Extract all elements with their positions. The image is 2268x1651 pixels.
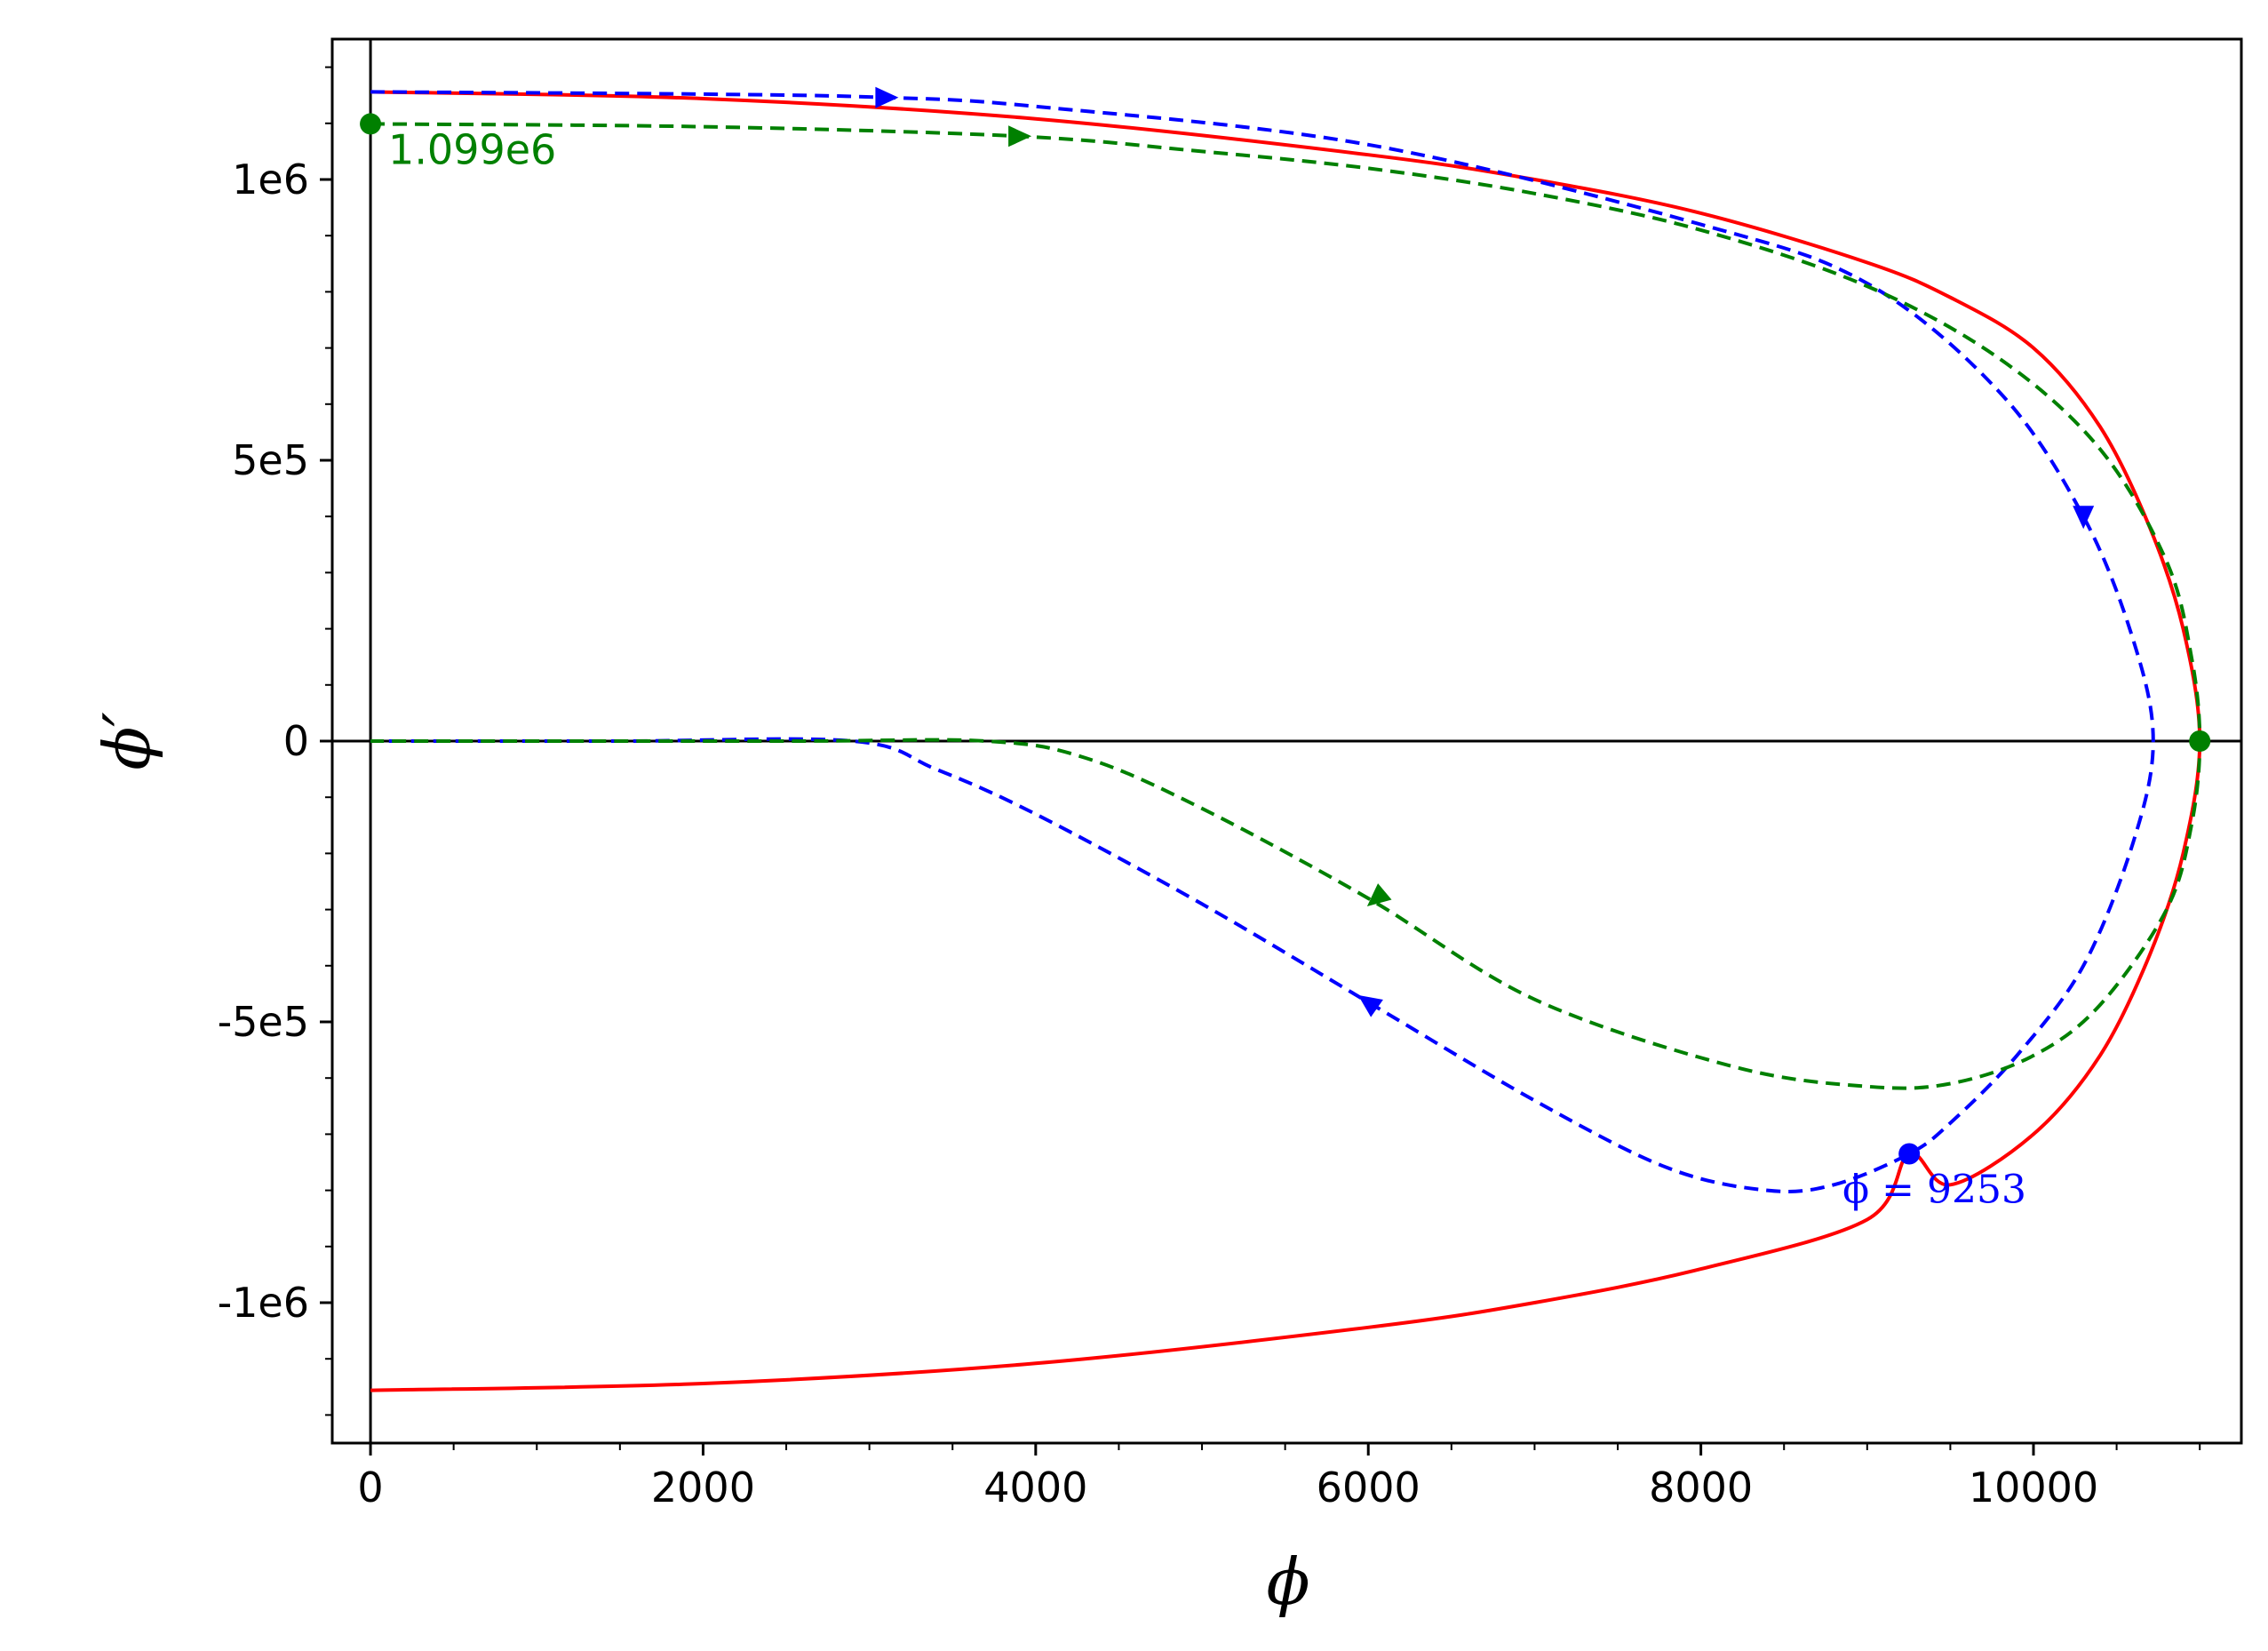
x-tick-label: 4000: [983, 1464, 1087, 1511]
y-axis-label: ϕ′: [90, 712, 164, 770]
marker-point: [360, 113, 382, 135]
marker-annotation: ϕ = 9253: [1842, 1168, 2026, 1213]
direction-arrows: [875, 86, 2095, 1017]
y-tick-label: 1e6: [232, 156, 309, 203]
direction-arrow-icon: [875, 86, 899, 108]
y-tick-label: 5e5: [232, 436, 309, 484]
y-tick-label: -1e6: [218, 1279, 309, 1327]
x-tick-label: 0: [357, 1464, 383, 1511]
series-layer: [370, 90, 2202, 1392]
y-tick-label: 0: [283, 717, 309, 765]
x-tick-label: 2000: [651, 1464, 755, 1511]
axis-ticks: 0 2000 4000 6000 8000 10000 1e6 5e5 0 -5e5 -1e6: [218, 66, 2201, 1511]
green-trajectory-line: [370, 122, 2202, 1090]
x-tick-label: 8000: [1649, 1464, 1753, 1511]
x-axis-label: ϕ: [1266, 1544, 1309, 1619]
y-tick-label: -5e5: [218, 998, 309, 1046]
direction-arrow-icon: [2073, 506, 2095, 530]
direction-arrow-icon: [1008, 125, 1032, 148]
blue-trajectory-line: [370, 90, 2155, 1193]
markers: 1.099e6 ϕ = 9253: [360, 113, 2211, 1213]
x-tick-label: 10000: [1969, 1464, 2098, 1511]
marker-point: [2189, 730, 2211, 752]
x-tick-label: 6000: [1317, 1464, 1420, 1511]
marker-annotation: 1.099e6: [388, 125, 556, 173]
reference-lines: [332, 39, 2241, 1443]
marker-point: [1898, 1143, 1921, 1165]
direction-arrow-icon: [1366, 883, 1392, 906]
direction-arrow-icon: [1357, 994, 1383, 1017]
